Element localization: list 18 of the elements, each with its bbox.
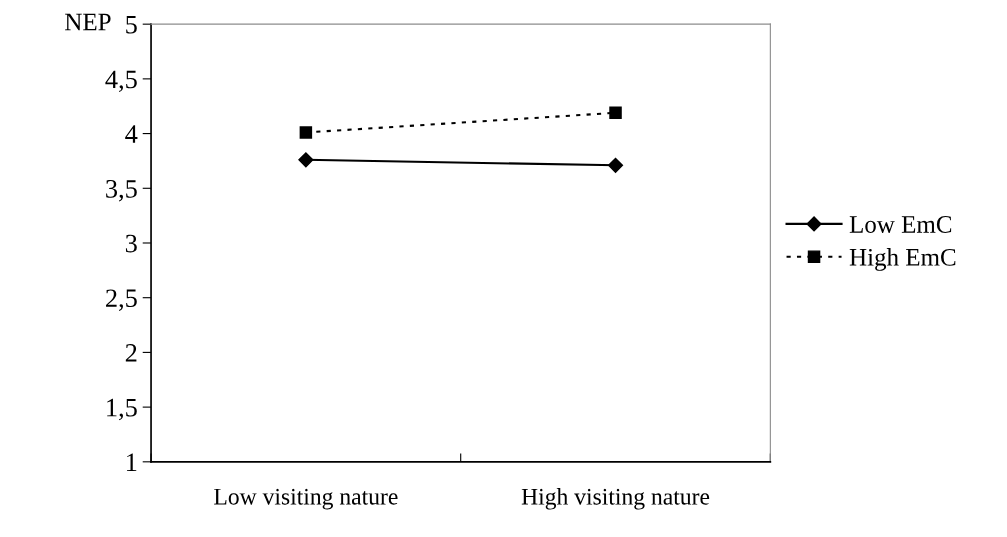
legend-label: High EmC: [849, 248, 956, 271]
point: [609, 106, 622, 120]
y-tick-label: 1: [126, 453, 137, 471]
y-tick-label: 2: [125, 344, 137, 362]
y-tick-label: 1,5: [107, 398, 137, 421]
point: [607, 157, 624, 173]
y-tick-label: 3: [125, 234, 137, 253]
y-tick-label: 4,5: [105, 70, 137, 93]
point: [298, 152, 314, 168]
x-tick-label: High visiting nature: [521, 488, 710, 510]
x-tick-label: Low visiting nature: [214, 488, 398, 510]
point: [299, 126, 313, 139]
y-tick-label: 3,5: [106, 179, 137, 202]
y-axis-title: NEP: [65, 13, 111, 31]
y-tick-label: 2,5: [106, 289, 137, 311]
y-tick-label: 5: [126, 16, 137, 34]
y-tick-label: 4: [125, 125, 138, 143]
legend-label: Low EmC: [849, 216, 952, 233]
